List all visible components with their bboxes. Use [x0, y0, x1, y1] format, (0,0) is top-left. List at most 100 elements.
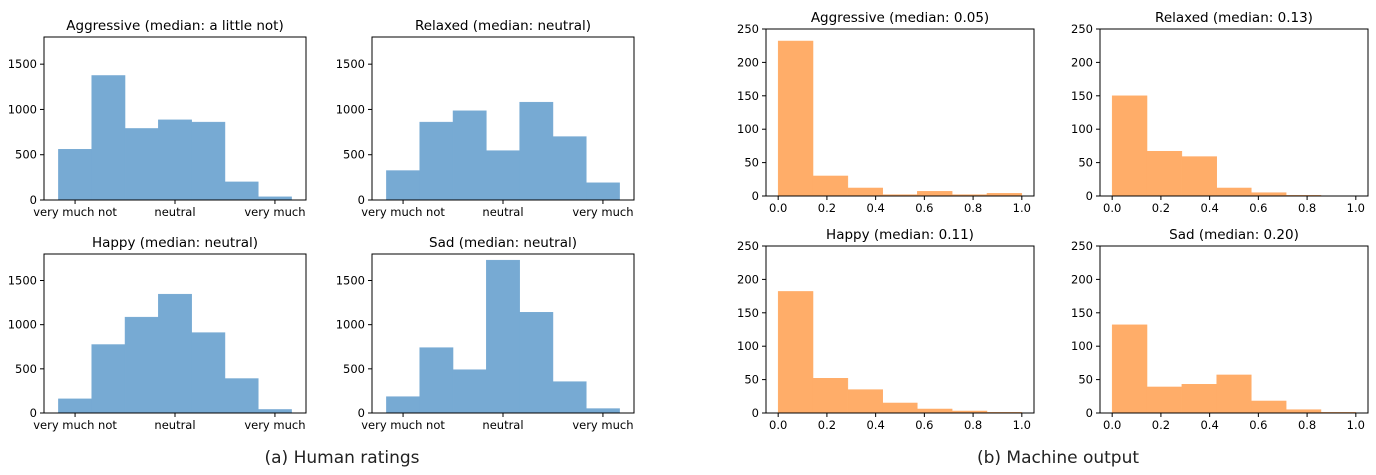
panel6-ytick-label: 250: [1071, 22, 1093, 36]
panel6-bar: [1181, 156, 1217, 197]
panel2-bar: [486, 150, 520, 201]
caption-human-ratings: (a) Human ratings: [264, 448, 420, 468]
panel2-ytick-label: 1500: [336, 57, 365, 71]
panel3-xtick-label: very much not: [33, 418, 117, 432]
panel3-axes-frame: [43, 253, 307, 414]
panel8-bar: [1285, 409, 1322, 414]
panel6-xtick-label: 0.2: [1152, 201, 1170, 215]
panel3-ytick-label: 1500: [8, 274, 37, 288]
panel3-bar: [158, 293, 192, 414]
panel6-ytick-label: 200: [1071, 55, 1093, 69]
panel7-ytick-label: 100: [737, 339, 759, 353]
panel8-bar: [1216, 374, 1252, 414]
panel6-bar: [1216, 187, 1252, 197]
histogram-figure: very much not neutral very much05001000150…: [8, 10, 1369, 432]
panel1-ytick-label: 1000: [8, 102, 37, 116]
panel6-xtick-label: 0.4: [1200, 201, 1218, 215]
panel4-bar: [519, 312, 554, 414]
panel6-ytick-label: 50: [1078, 156, 1093, 170]
panel8-bar: [1146, 386, 1183, 414]
panel5-xtick-label: 0.6: [915, 201, 933, 215]
panel2-bar: [419, 121, 454, 201]
panel1-ytick-label: 1500: [8, 57, 37, 71]
panel7-xtick-label: 0.6: [915, 418, 933, 432]
panel3-ytick-label: 500: [15, 362, 37, 376]
panel8-ytick-label: 150: [1071, 306, 1093, 320]
panel7-title: Happy (median: 0.11): [826, 227, 974, 243]
panel5-bar: [777, 40, 814, 197]
panel4-xtick-label: very much not: [361, 418, 445, 432]
panel3-bar: [224, 378, 259, 414]
panel8-axes-frame: [1099, 245, 1369, 414]
panel4-bar: [586, 408, 620, 414]
panel5-xtick-label: 0.4: [866, 201, 884, 215]
panel8-ytick-label: 100: [1071, 339, 1093, 353]
panel8-xtick-label: 0.4: [1200, 418, 1218, 432]
panel6-ytick-label: 150: [1071, 89, 1093, 103]
panel8-xtick-label: 0.8: [1298, 418, 1316, 432]
panel8-ytick-label: 200: [1071, 272, 1093, 286]
panel7-xtick-label: 1.0: [1013, 418, 1031, 432]
panel1-bar: [58, 149, 92, 201]
panel8-xtick-label: 0.2: [1152, 418, 1170, 432]
panel5-bar: [847, 187, 883, 197]
panel5-ytick-label: 250: [737, 22, 759, 36]
panel2-ytick-label: 1000: [336, 102, 365, 116]
panel1-bar: [124, 128, 159, 201]
panel8-bar: [1111, 324, 1148, 414]
panel6-xtick-label: 1.0: [1347, 201, 1365, 215]
panel7-xtick-label: 0.4: [866, 418, 884, 432]
panel8-xtick-label: 1.0: [1347, 418, 1365, 432]
panel7-xtick-label: 0.0: [769, 418, 787, 432]
panel6-ytick-label: 100: [1071, 122, 1093, 136]
panel5-axes-frame: [765, 28, 1035, 197]
panel6-axes-frame: [1099, 28, 1369, 197]
panel6-xtick-label: 0.6: [1249, 201, 1267, 215]
panel6-xtick-label: 0.0: [1103, 201, 1121, 215]
panel2-ytick-label: 0: [358, 193, 365, 207]
panel3-ytick-label: 0: [30, 406, 37, 420]
panel2-axes-frame: [371, 36, 635, 201]
panel3-bar: [258, 409, 292, 414]
panel1-xtick-label: neutral: [154, 205, 195, 219]
panel7-bar: [812, 378, 849, 414]
panel7-axes-frame: [765, 245, 1035, 414]
panel5-xtick-label: 0.0: [769, 201, 787, 215]
panel4-bar: [419, 347, 454, 414]
panel5-ytick-label: 150: [737, 89, 759, 103]
panel5-bar: [812, 175, 849, 197]
panel7-bar: [882, 402, 918, 414]
panel3-title: Happy (median: neutral): [92, 235, 258, 251]
panel7-ytick-label: 200: [737, 272, 759, 286]
panel8-ytick-label: 50: [1078, 373, 1093, 387]
panel6-title: Relaxed (median: 0.13): [1155, 10, 1313, 26]
panel7-ytick-label: 150: [737, 306, 759, 320]
panel6-xtick-label: 0.8: [1298, 201, 1316, 215]
panel2-xtick-label: neutral: [482, 205, 523, 219]
caption-machine-output: (b) Machine output: [976, 448, 1140, 468]
panel8-xtick-label: 0.0: [1103, 418, 1121, 432]
panel7-bar: [777, 291, 814, 414]
panel5-xtick-label: 0.2: [818, 201, 836, 215]
panel5-xtick-label: 0.8: [964, 201, 982, 215]
panel3-ytick-label: 1000: [8, 318, 37, 332]
panel4-xtick-label: neutral: [482, 418, 523, 432]
panel5-bar: [917, 191, 953, 197]
panel2-title: Relaxed (median: neutral): [415, 18, 591, 34]
panel2-xtick-label: very much: [572, 205, 633, 219]
panel7-ytick-label: 0: [752, 406, 759, 420]
panel3-bar: [91, 344, 126, 414]
panel1-bar: [224, 181, 259, 201]
panel7-xtick-label: 0.8: [964, 418, 982, 432]
panel2-ytick-label: 500: [343, 148, 365, 162]
panel1-xtick-label: very much: [244, 205, 305, 219]
panel7-ytick-label: 250: [737, 239, 759, 253]
panel2-bar: [552, 136, 587, 201]
panel8-title: Sad (median: 0.20): [1169, 227, 1299, 243]
panel1-ytick-label: 0: [30, 193, 37, 207]
panel4-bar: [552, 381, 587, 414]
panel7-bar: [917, 408, 953, 414]
panel4-bar: [452, 369, 487, 414]
panel3-bar: [124, 316, 159, 414]
panel8-ytick-label: 0: [1086, 406, 1093, 420]
